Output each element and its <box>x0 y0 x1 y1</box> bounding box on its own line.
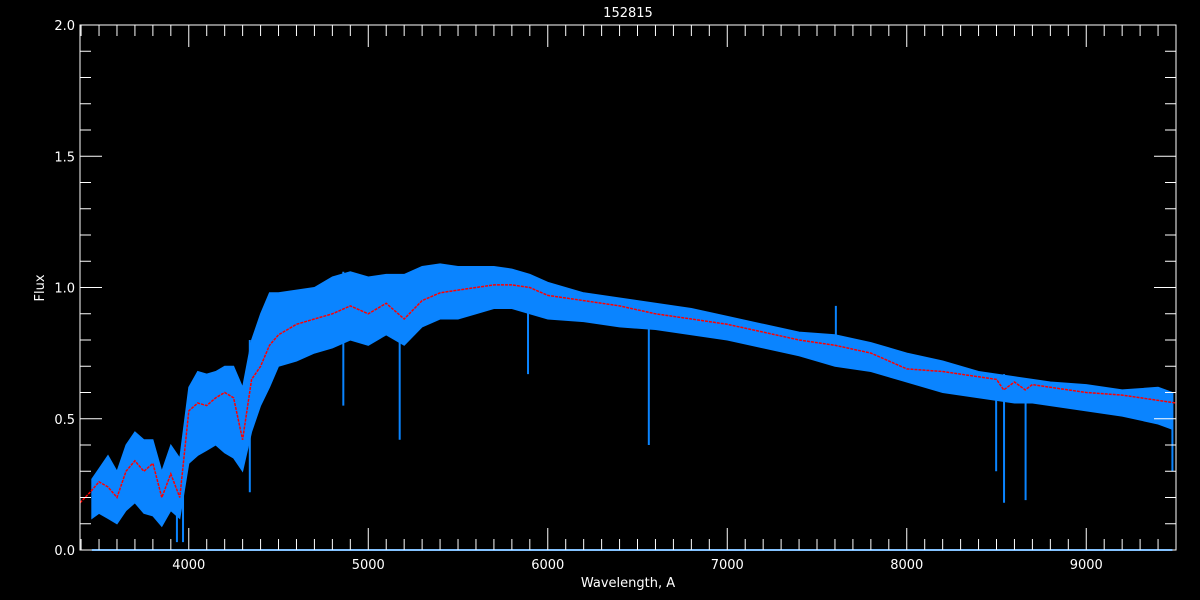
y-tick-label: 1.5 <box>54 150 75 165</box>
y-axis-label: Flux <box>33 274 48 301</box>
x-tick-label: 9000 <box>1070 558 1103 573</box>
y-tick-label: 0.0 <box>54 544 75 559</box>
x-tick-label: 4000 <box>172 558 205 573</box>
y-tick-label: 1.0 <box>54 282 75 297</box>
y-tick-label: 0.5 <box>54 413 75 428</box>
model-flux-line <box>79 284 1177 504</box>
x-tick-label: 5000 <box>352 558 385 573</box>
x-axis-label: Wavelength, A <box>581 576 675 591</box>
y-tick-label: 2.0 <box>54 19 75 34</box>
x-tick-label: 8000 <box>890 558 923 573</box>
plot-frame <box>79 24 1177 551</box>
observed-spectrum <box>91 263 1174 551</box>
axes: 4000 5000 6000 7000 8000 9000 0.0 0.5 1.0 1.5 2.0 <box>54 19 1177 573</box>
x-tick-label: 7000 <box>711 558 744 573</box>
observed-flux-band <box>91 263 1173 528</box>
chart-title: 152815 <box>603 6 653 21</box>
model-spectrum <box>79 284 1177 504</box>
x-tick-label: 6000 <box>531 558 564 573</box>
